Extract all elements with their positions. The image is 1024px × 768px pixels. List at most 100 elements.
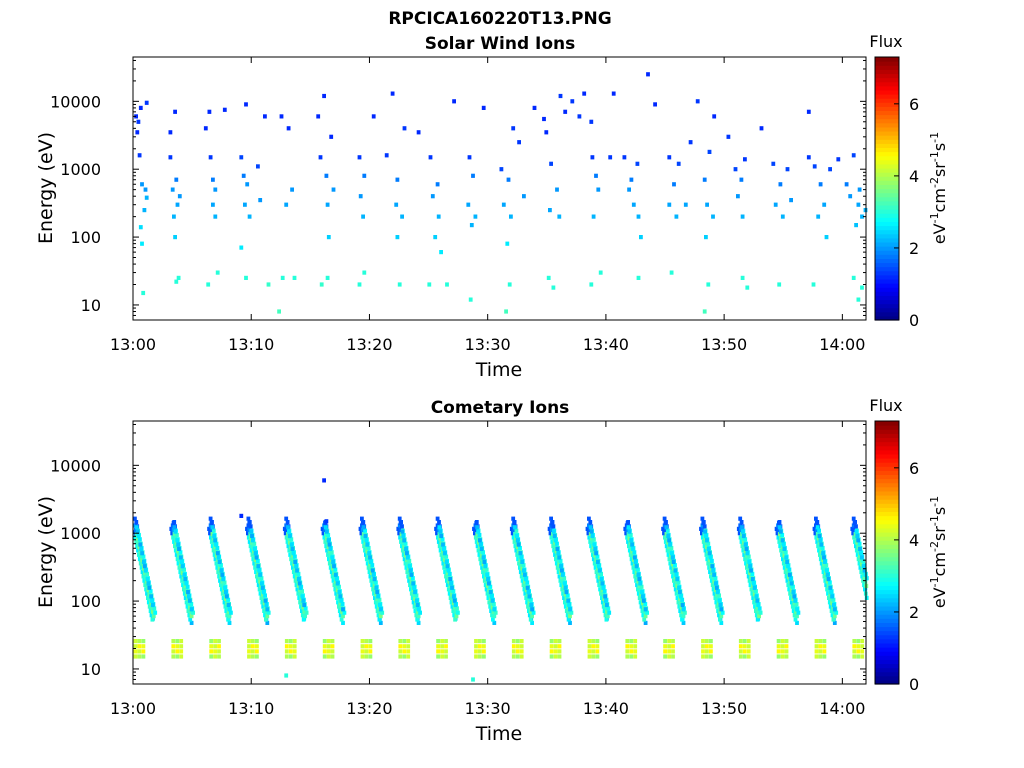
heatmap-cell	[378, 620, 383, 625]
heatmap-cell	[675, 595, 680, 600]
colorbar-segment	[875, 540, 899, 545]
heatmap-cell	[329, 134, 334, 139]
heatmap-cell	[589, 536, 594, 541]
heatmap-cell	[263, 598, 268, 603]
heatmap-cell	[183, 595, 188, 600]
heatmap-cell	[298, 585, 303, 590]
heatmap-cell	[676, 580, 681, 585]
heatmap-cell	[263, 613, 267, 618]
heatmap-cell	[593, 565, 598, 570]
heatmap-cell	[822, 562, 826, 567]
heatmap-cell	[134, 114, 138, 119]
heatmap-cell	[784, 644, 789, 649]
heatmap-cell	[414, 598, 419, 603]
heatmap-cell	[758, 610, 763, 615]
colorbar-segment	[875, 470, 899, 476]
heatmap-cell	[824, 235, 829, 240]
heatmap-cell	[595, 554, 600, 559]
heatmap-cell	[374, 580, 378, 585]
x-axis-ticks: 13:00 13:10 13:20 13:30 13:40 13:50 14:00	[110, 57, 865, 354]
heatmap-cell	[780, 644, 785, 649]
heatmap-cell	[436, 539, 441, 544]
heatmap-cell	[289, 557, 293, 562]
heatmap-cell	[601, 585, 606, 590]
heatmap-cell	[247, 654, 251, 659]
x-tick-label: 13:40	[583, 335, 629, 354]
heatmap-cell	[507, 282, 512, 287]
heatmap-cell	[141, 649, 146, 654]
heatmap-cell	[701, 649, 705, 654]
heatmap-cell	[558, 578, 563, 583]
heatmap-cell	[569, 610, 574, 615]
heatmap-cell	[360, 649, 365, 654]
heatmap-cell	[706, 282, 711, 287]
heatmap-cell	[818, 182, 823, 187]
heatmap-cell	[226, 617, 230, 622]
heatmap-cell	[489, 594, 494, 599]
heatmap-cell	[175, 654, 180, 659]
heatmap-cell	[368, 644, 373, 649]
colorbar-segment	[875, 98, 899, 103]
heatmap-cell	[327, 542, 332, 547]
heatmap-cell	[671, 654, 675, 659]
heatmap-cell	[857, 187, 862, 192]
heatmap-cell	[640, 608, 645, 613]
heatmap-cell	[784, 574, 789, 579]
heatmap-cell	[396, 526, 401, 531]
heatmap-cell	[178, 550, 183, 555]
heatmap-cell	[189, 607, 194, 612]
heatmap-cell	[854, 529, 859, 534]
heatmap-cell	[179, 566, 184, 571]
heatmap-cell	[328, 546, 333, 551]
heatmap-cell	[370, 568, 375, 573]
heatmap-cell	[700, 516, 705, 521]
heatmap-cell	[487, 581, 491, 586]
heatmap-cell	[707, 149, 712, 154]
heatmap-cell	[742, 552, 747, 557]
heatmap-cell	[672, 182, 676, 187]
heatmap-cell	[514, 528, 519, 533]
heatmap-cell	[491, 609, 496, 614]
heatmap-cell	[822, 654, 827, 659]
heatmap-cell	[775, 531, 780, 536]
heatmap-cell	[368, 654, 373, 659]
colorbar-segment	[875, 61, 899, 66]
heatmap-cell	[553, 649, 558, 654]
heatmap-cell	[715, 590, 720, 595]
heatmap-cell	[568, 614, 572, 619]
heatmap-cell	[189, 602, 194, 607]
heatmap-cell	[627, 548, 632, 553]
heatmap-cell	[675, 577, 680, 582]
heatmap-cell	[825, 579, 830, 584]
heatmap-cell	[478, 557, 483, 562]
heatmap-cell	[451, 594, 456, 599]
heatmap-cell	[370, 582, 375, 588]
heatmap-cell	[360, 516, 364, 521]
heatmap-cell	[594, 551, 598, 556]
heatmap-cell	[836, 157, 841, 162]
heatmap-cell	[291, 551, 296, 556]
heatmap-cell	[743, 542, 748, 547]
colorbar-segment	[875, 519, 899, 525]
heatmap-cell	[754, 613, 759, 618]
heatmap-cell	[598, 587, 602, 592]
heatmap-cell	[209, 527, 214, 532]
heatmap-cell	[364, 654, 369, 659]
colorbar-segment	[875, 151, 899, 157]
heatmap-cell	[791, 590, 796, 595]
heatmap-cell	[239, 155, 244, 160]
colorbar-segment	[875, 73, 899, 79]
heatmap-cell	[792, 601, 797, 606]
heatmap-cell	[378, 607, 383, 612]
colorbar	[874, 420, 900, 685]
heatmap-cell	[780, 552, 784, 557]
heatmap-cell	[643, 607, 648, 612]
heatmap-cell	[143, 187, 148, 192]
heatmap-cell	[590, 533, 595, 539]
colorbar-tick-label: 4	[909, 531, 919, 550]
heatmap-cell	[182, 572, 187, 577]
colorbar-tick-label: 4	[909, 167, 919, 186]
heatmap-cell	[705, 202, 709, 207]
heatmap-cell	[742, 654, 747, 659]
heatmap-cell	[337, 604, 341, 609]
